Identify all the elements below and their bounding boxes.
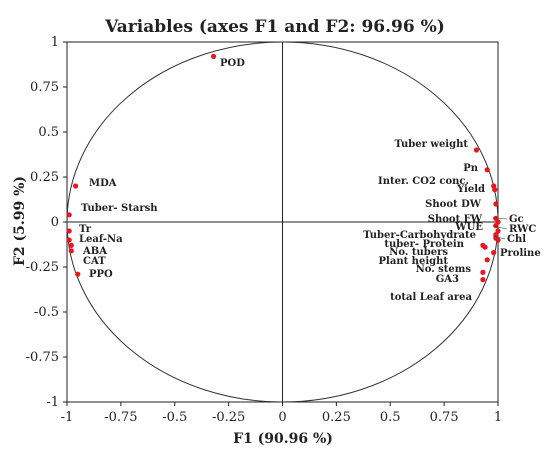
point-label-tuber-weight: Tuber weight xyxy=(394,139,468,150)
point-label-yield: Yield xyxy=(456,184,485,195)
point-label-tuber-protein: tuber- Protein xyxy=(384,239,464,250)
x-tick-label: -1 xyxy=(61,410,74,425)
y-tick-label: -0.25 xyxy=(26,260,59,275)
x-tick-label: -0.75 xyxy=(104,410,137,425)
data-point-tuber-carbohydrate xyxy=(493,232,499,238)
point-label-ppo: PPO xyxy=(89,269,113,280)
data-point-cat xyxy=(68,248,74,254)
data-point-ppo xyxy=(75,271,81,277)
data-point-tuber-starsh xyxy=(66,212,72,218)
data-point-total-leaf-area xyxy=(480,277,486,283)
leader-line-rwc xyxy=(492,225,508,230)
chart-title: Variables (axes F1 and F2: 96.96 %) xyxy=(104,17,445,37)
x-tick-label: 0 xyxy=(278,410,286,425)
x-tick-label: 1 xyxy=(494,410,502,425)
data-point-shoot-dw xyxy=(493,201,499,207)
point-label-shoot-dw: Shoot DW xyxy=(425,199,482,210)
data-point-no-stems xyxy=(484,257,490,263)
data-point-leaf-na xyxy=(66,237,72,243)
y-tick-label: 0.25 xyxy=(30,170,59,185)
data-point-mda xyxy=(73,183,79,189)
point-label-plant-height: Plant height xyxy=(379,256,449,267)
x-tick-label: -0.5 xyxy=(162,410,187,425)
point-label-gc: Gc xyxy=(509,214,524,225)
data-point-ga3 xyxy=(480,269,486,275)
y-tick-label: 1 xyxy=(51,35,59,50)
data-point-pn xyxy=(484,167,490,173)
leader-line-gc xyxy=(492,217,508,220)
leader-line-chl xyxy=(492,235,506,240)
x-tick-label: 0.5 xyxy=(380,410,401,425)
y-tick-label: -0.5 xyxy=(34,305,59,320)
point-label-rwc: RWC xyxy=(509,224,536,235)
data-point-tuber-weight xyxy=(473,147,480,153)
point-label-tr: Tr xyxy=(79,224,92,235)
x-tick-label: 0.25 xyxy=(322,410,351,425)
point-label-pod: POD xyxy=(220,58,245,69)
point-label-no-tubers: No. tubers xyxy=(389,247,448,258)
point-label-leaf-na: Leaf-Na xyxy=(79,234,123,245)
point-label-shoot-fw: Shoot FW xyxy=(428,214,483,225)
point-label-total-leaf-area: total Leaf area xyxy=(390,292,472,303)
y-tick-label: -1 xyxy=(46,395,59,410)
x-tick-label: -0.25 xyxy=(212,410,245,425)
point-label-inter-co2-conc: Inter. CO2 conc. xyxy=(378,176,469,187)
point-label-tuber-starsh: Tuber- Starsh xyxy=(81,203,158,214)
data-point-pod xyxy=(210,53,217,60)
x-axis-title: F1 (90.96 %) xyxy=(233,431,333,447)
point-label-mda: MDA xyxy=(89,178,117,189)
point-label-pn: Pn xyxy=(463,163,479,174)
y-tick-label: 0 xyxy=(51,215,59,230)
point-label-chl: Chl xyxy=(507,234,526,245)
data-point-plant-height xyxy=(480,242,486,248)
x-tick-label: 0.75 xyxy=(430,410,459,425)
data-point-yield xyxy=(492,187,498,193)
point-label-ga3: GA3 xyxy=(436,274,459,285)
data-point-aba xyxy=(68,242,74,248)
y-tick-label: -0.75 xyxy=(26,350,59,365)
point-label-no-stems: No. stems xyxy=(416,264,472,275)
point-label-proline: Proline xyxy=(500,248,541,259)
data-point-wue xyxy=(493,223,499,229)
data-point-proline xyxy=(491,250,497,256)
point-label-wue: WUE xyxy=(454,222,483,233)
point-label-cat: CAT xyxy=(83,256,106,267)
y-tick-label: 0.75 xyxy=(30,80,59,95)
point-label-aba: ABA xyxy=(82,246,107,257)
y-axis-title: F2 (5.99 %) xyxy=(12,176,28,266)
point-label-tuber-carbohydrate: Tuber-Carbohydrate xyxy=(363,230,476,241)
data-point-tr xyxy=(66,228,72,234)
y-tick-label: 0.5 xyxy=(38,125,59,140)
